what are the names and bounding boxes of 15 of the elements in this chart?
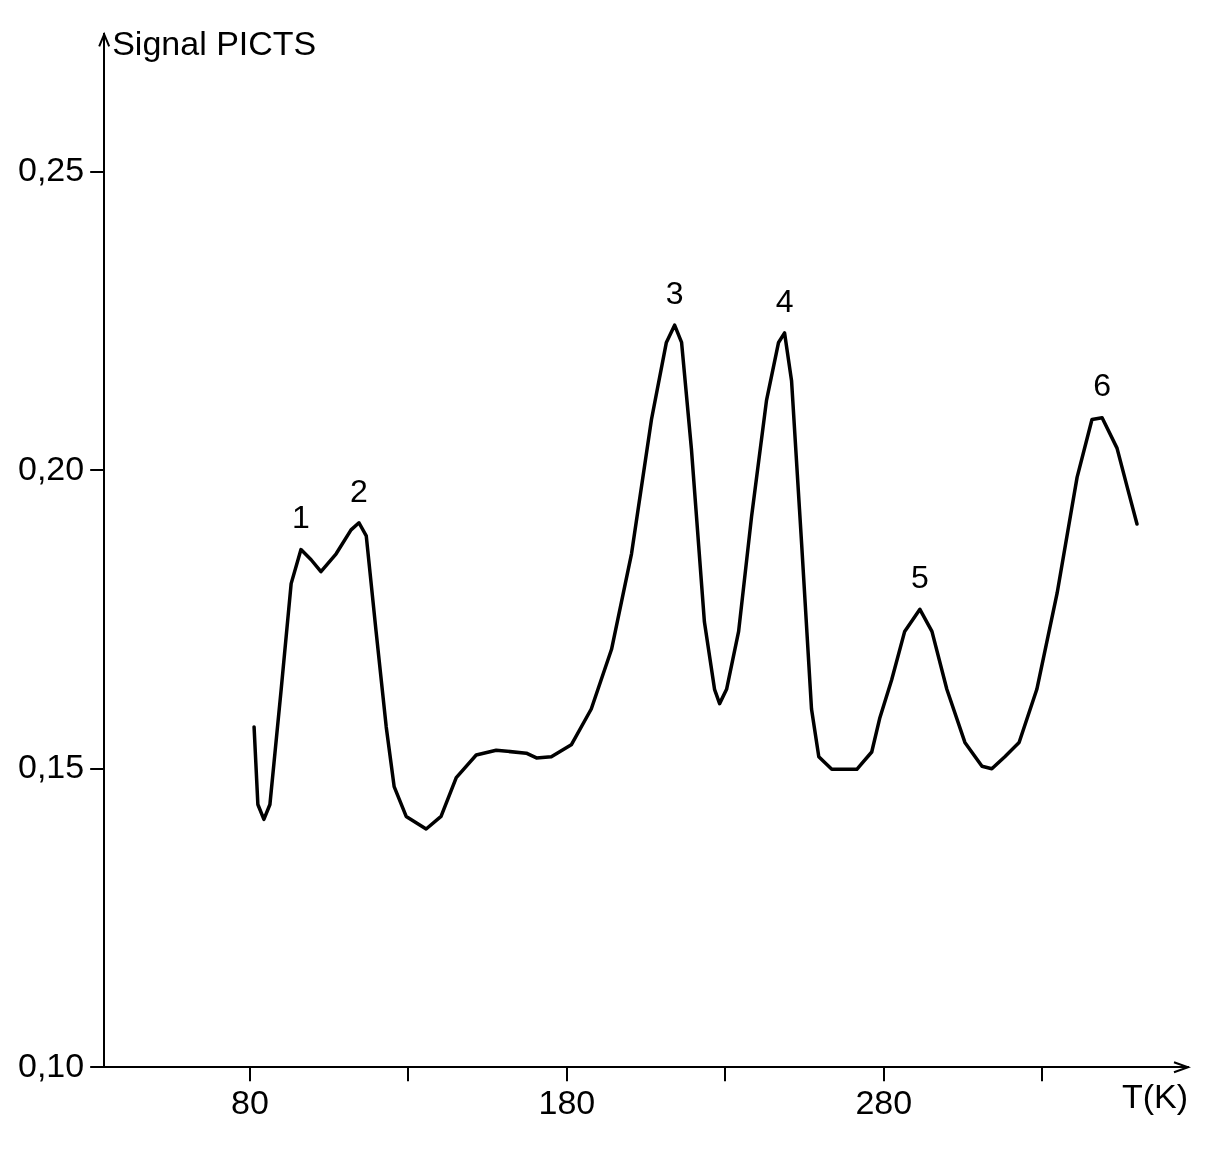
annotation: 6 (1093, 367, 1112, 404)
y-tick-label: 0,15 (17, 747, 85, 786)
annotation: 2 (350, 472, 368, 509)
annotation: 1 (292, 499, 310, 536)
annotation: 4 (775, 282, 794, 319)
y-tick-label: 0,20 (17, 448, 85, 487)
x-tick-label: 180 (538, 1082, 596, 1121)
y-axis-title: Signal PICTS (112, 23, 317, 62)
x-tick-label: 80 (231, 1082, 269, 1121)
x-tick-label: 280 (855, 1082, 913, 1121)
y-tick-label: 0,10 (17, 1045, 85, 1084)
annotation: 5 (911, 559, 929, 596)
x-axis-title: T(K) (1121, 1076, 1188, 1115)
annotation: 3 (665, 274, 684, 311)
y-tick-label: 0,25 (17, 150, 85, 189)
